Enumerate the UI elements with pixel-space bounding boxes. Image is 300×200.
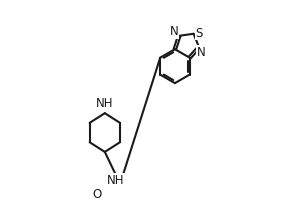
Text: NH: NH: [107, 174, 124, 187]
Text: N: N: [197, 46, 206, 59]
Text: N: N: [170, 25, 178, 38]
Text: S: S: [195, 27, 203, 40]
Text: O: O: [93, 188, 102, 200]
Text: NH: NH: [96, 97, 114, 110]
